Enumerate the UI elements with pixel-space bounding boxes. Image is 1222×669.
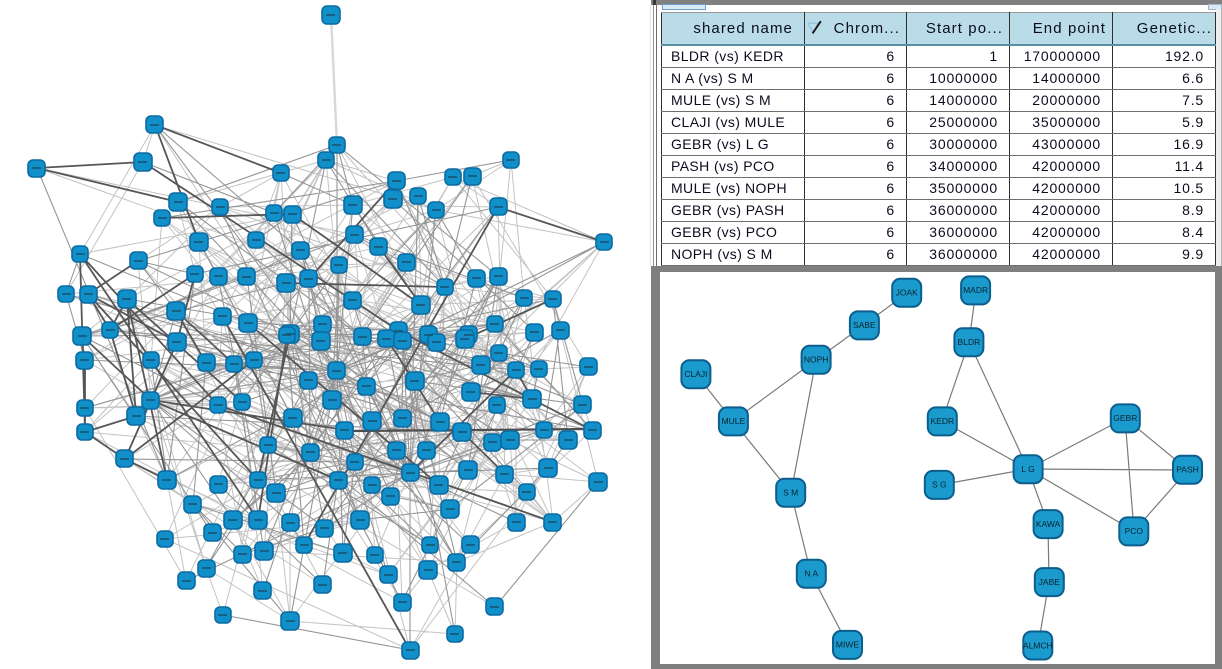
svg-text:BLDR: BLDR: [958, 337, 981, 347]
svg-text:KAWA: KAWA: [1036, 519, 1061, 529]
svg-text:S G: S G: [932, 480, 947, 490]
svg-text:SABE: SABE: [853, 320, 876, 330]
svg-text:NOPH: NOPH: [804, 355, 829, 365]
svg-text:PASH: PASH: [1176, 465, 1199, 475]
svg-text:MULE: MULE: [722, 416, 746, 426]
svg-text:MADR: MADR: [963, 285, 988, 295]
svg-text:N A: N A: [804, 569, 818, 579]
svg-text:CLAJI: CLAJI: [684, 369, 707, 379]
svg-text:L G: L G: [1021, 464, 1034, 474]
svg-text:ALMCH: ALMCH: [1023, 640, 1053, 650]
svg-text:GEBR: GEBR: [1113, 413, 1137, 423]
svg-text:JOAK: JOAK: [896, 288, 919, 298]
svg-text:JABE: JABE: [1039, 577, 1061, 587]
svg-text:MIWE: MIWE: [836, 640, 859, 650]
svg-text:S M: S M: [783, 488, 798, 498]
svg-text:PCO: PCO: [1125, 526, 1144, 536]
svg-text:KEDR: KEDR: [930, 416, 954, 426]
